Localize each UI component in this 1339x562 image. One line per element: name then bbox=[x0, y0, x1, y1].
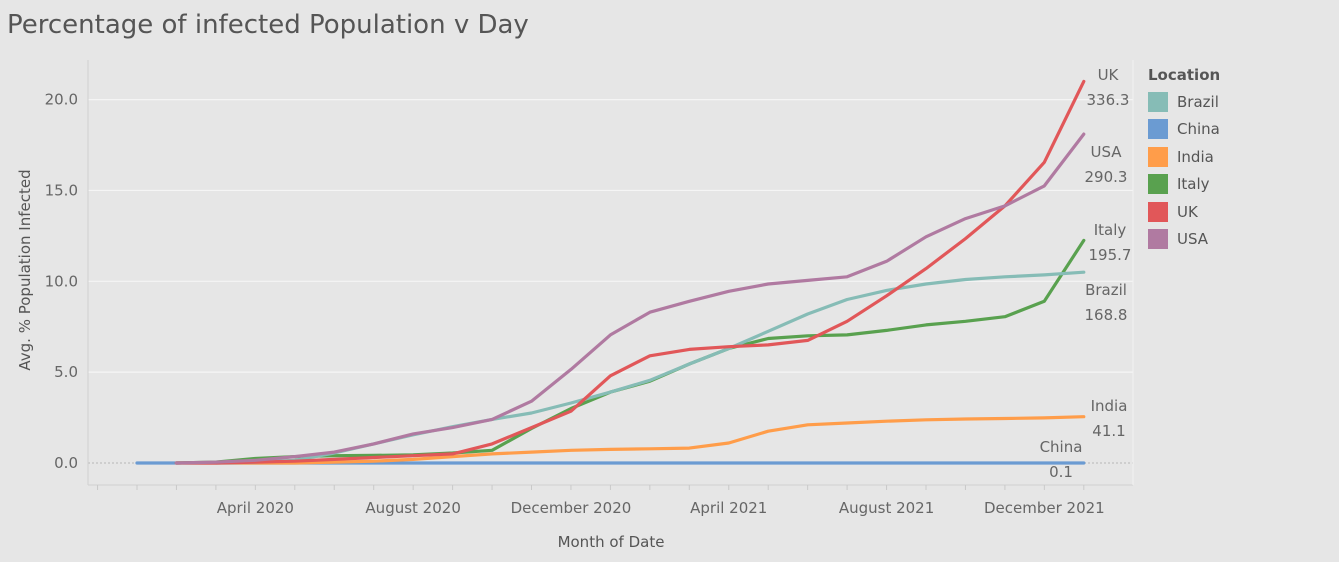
end-label-value-italy: 195.7 bbox=[1089, 246, 1132, 264]
legend-item-brazil[interactable]: Brazil bbox=[1148, 88, 1220, 116]
end-labels: Brazil 168.8 China 0.1 India 41.1 Italy 195.7 UK… bbox=[1040, 66, 1132, 481]
end-label-name-china: China bbox=[1040, 438, 1083, 456]
y-tick-label: 10.0 bbox=[45, 272, 78, 290]
legend-item-usa[interactable]: USA bbox=[1148, 226, 1220, 254]
end-label-name-india: India bbox=[1091, 397, 1128, 415]
x-tick-label: April 2020 bbox=[217, 499, 294, 517]
legend-label: India bbox=[1177, 147, 1214, 166]
series-line-usa bbox=[174, 132, 1086, 465]
x-tick-label: August 2020 bbox=[365, 499, 460, 517]
x-tick-label: December 2020 bbox=[511, 499, 632, 517]
end-label-name-italy: Italy bbox=[1094, 221, 1127, 239]
legend-label: China bbox=[1177, 120, 1220, 139]
legend-swatch bbox=[1148, 91, 1168, 112]
legend-label: UK bbox=[1177, 202, 1198, 221]
y-tick-label: 15.0 bbox=[45, 181, 78, 199]
series-lines bbox=[135, 79, 1086, 465]
end-label-value-usa: 290.3 bbox=[1085, 168, 1128, 186]
end-label-name-brazil: Brazil bbox=[1085, 281, 1127, 299]
series-line-uk bbox=[174, 79, 1086, 465]
legend-swatch bbox=[1148, 174, 1168, 195]
y-tick-label: 5.0 bbox=[54, 363, 78, 381]
end-label-name-uk: UK bbox=[1098, 66, 1120, 84]
x-tick-label: December 2021 bbox=[984, 499, 1105, 517]
x-axis-title: Month of Date bbox=[558, 533, 665, 551]
legend-swatch bbox=[1148, 201, 1168, 222]
legend-item-india[interactable]: India bbox=[1148, 143, 1220, 171]
legend-label: Italy bbox=[1177, 175, 1210, 194]
legend-swatch bbox=[1148, 146, 1168, 167]
legend: Location Brazil China India Italy UK USA bbox=[1148, 66, 1220, 253]
legend-swatch bbox=[1148, 229, 1168, 250]
series-line-india bbox=[174, 415, 1086, 465]
y-tick-label: 20.0 bbox=[45, 91, 78, 109]
end-label-value-china: 0.1 bbox=[1049, 463, 1073, 481]
series-line-brazil bbox=[214, 270, 1086, 465]
legend-swatch bbox=[1148, 119, 1168, 140]
legend-item-uk[interactable]: UK bbox=[1148, 198, 1220, 226]
legend-label: Brazil bbox=[1177, 92, 1219, 111]
axes: 0.0 5.0 10.0 15.0 20.0 April 2020 August 2020 D… bbox=[45, 60, 1134, 517]
end-label-value-uk: 336.3 bbox=[1087, 91, 1130, 109]
chart-title: Percentage of infected Population v Day bbox=[7, 10, 529, 40]
end-label-value-india: 41.1 bbox=[1092, 422, 1125, 440]
legend-title: Location bbox=[1148, 66, 1221, 84]
end-label-name-usa: USA bbox=[1090, 143, 1122, 161]
legend-items: Brazil China India Italy UK USA bbox=[1148, 88, 1220, 253]
y-tick-label: 0.0 bbox=[54, 454, 78, 472]
legend-item-china[interactable]: China bbox=[1148, 116, 1220, 144]
y-axis-title: Avg. % Population Infected bbox=[16, 169, 34, 370]
series-line-italy bbox=[174, 238, 1086, 465]
x-tick-label: April 2021 bbox=[690, 499, 767, 517]
gridlines bbox=[88, 98, 1133, 464]
legend-item-italy[interactable]: Italy bbox=[1148, 171, 1220, 199]
end-label-value-brazil: 168.8 bbox=[1085, 306, 1128, 324]
legend-label: USA bbox=[1177, 230, 1209, 249]
x-tick-label: August 2021 bbox=[839, 499, 934, 517]
